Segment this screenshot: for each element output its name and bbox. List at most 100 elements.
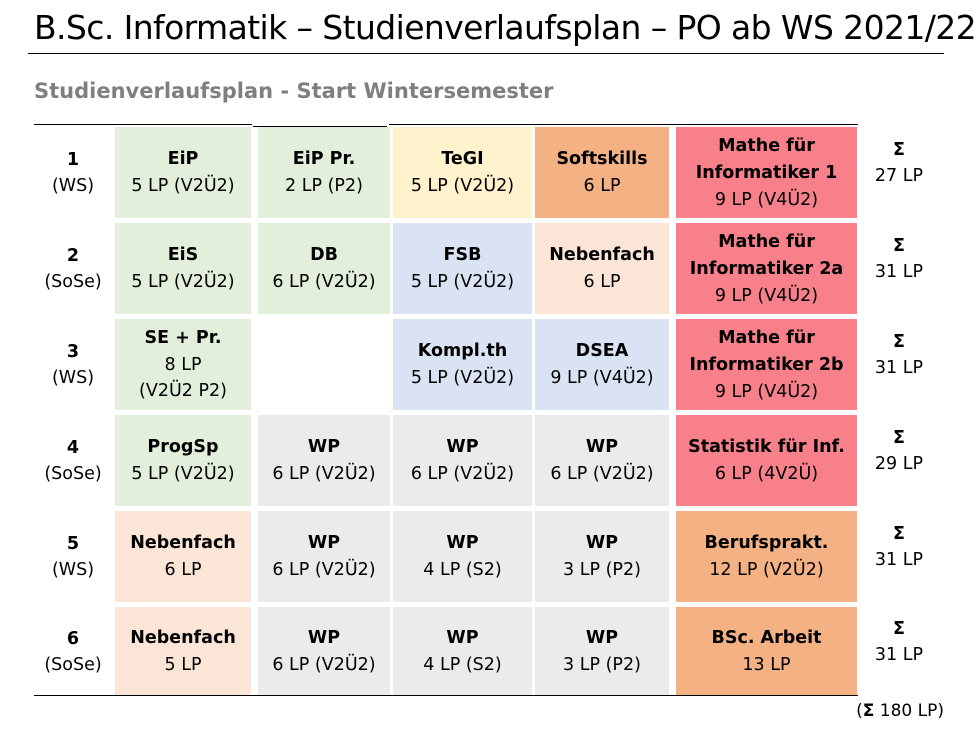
semester-label: 6 (SoSe) [34, 607, 112, 696]
course-credits: 9 LP (V4Ü2) [714, 381, 819, 402]
sigma-symbol: Σ [893, 331, 905, 352]
course-name: TeGI [441, 149, 484, 169]
course-cell: Mathe für Informatiker 2b 9 LP (V4Ü2) [676, 319, 857, 410]
course-credits: 6 LP (V2Ü2) [272, 560, 376, 580]
course-cell: WP 4 LP (S2) [393, 511, 532, 602]
semester-credits: 31 LP [874, 549, 924, 570]
course-name: EiS [167, 245, 199, 265]
course-credits: 6 LP (V2Ü2) [272, 272, 376, 292]
course-credits: 9 LP (V4Ü2) [714, 285, 819, 306]
course-cell: DB 6 LP (V2Ü2) [258, 223, 390, 314]
course-cell: WP 6 LP (V2Ü2) [258, 415, 390, 506]
course-name: WP [585, 437, 619, 457]
semester-credits: 29 LP [874, 453, 924, 474]
course-cell: Kompl.th 5 LP (V2Ü2) [393, 319, 532, 410]
semester-sum: Σ 31 LP [868, 213, 930, 304]
course-name: EiP [167, 149, 199, 169]
semester-sum: Σ 31 LP [868, 309, 930, 400]
course-cell: Mathe für Informatiker 2a 9 LP (V4Ü2) [676, 223, 857, 314]
total-credits-value: 180 LP) [874, 701, 944, 721]
course-name: Statistik für Inf. [688, 437, 845, 457]
course-credits: 6 LP (V2Ü2) [410, 464, 515, 484]
course-name: BSc. Arbeit [711, 628, 822, 648]
course-name: Softskills [556, 149, 648, 169]
course-cell: WP 3 LP (P2) [535, 607, 669, 696]
semester-term: (WS) [51, 175, 95, 196]
semester-number: 1 [66, 149, 80, 170]
course-credits: 5 LP (V2Ü2) [410, 176, 515, 196]
course-credits: 6 LP (4V2Ü) [714, 464, 819, 484]
course-credits: 2 LP (P2) [285, 176, 363, 196]
course-cell: WP 3 LP (P2) [535, 511, 669, 602]
sigma-symbol: Σ [893, 427, 905, 448]
course-credits: 5 LP (V2Ü2) [410, 368, 515, 388]
course-cell: TeGI 5 LP (V2Ü2) [393, 127, 532, 218]
table-bottom-rule [34, 695, 858, 696]
course-name: Mathe für Informatiker 2a [689, 231, 844, 279]
course-name: WP [446, 628, 479, 648]
table-top-rule [34, 124, 252, 125]
course-cell: Mathe für Informatiker 1 9 LP (V4Ü2) [676, 127, 857, 218]
sigma-symbol: Σ [893, 618, 905, 639]
total-open-paren: ( [856, 701, 863, 721]
course-name: DSEA [575, 341, 629, 361]
course-name: Mathe für Informatiker 1 [695, 135, 838, 183]
course-cell: WP 6 LP (V2Ü2) [258, 607, 390, 696]
course-name: WP [446, 437, 479, 457]
course-name: WP [585, 533, 619, 553]
course-cell: Nebenfach 5 LP [115, 607, 251, 696]
course-credits: 4 LP (S2) [423, 560, 502, 580]
semester-credits: 31 LP [874, 357, 924, 378]
total-sigma: Σ [862, 701, 875, 721]
semester-term: (SoSe) [44, 654, 102, 675]
semester-number: 6 [66, 628, 80, 649]
course-credits: 5 LP (V2Ü2) [410, 272, 515, 292]
semester-credits: 31 LP [874, 644, 924, 665]
course-credits: 5 LP [164, 655, 202, 675]
course-cell: BSc. Arbeit 13 LP [676, 607, 857, 696]
course-credits: 12 LP (V2Ü2) [709, 560, 824, 580]
title-divider [28, 53, 944, 54]
total-credits: (Σ 180 LP) [852, 701, 944, 721]
course-cell: EiP 5 LP (V2Ü2) [115, 127, 251, 218]
semester-number: 2 [66, 245, 80, 266]
course-name: FSB [443, 245, 482, 265]
course-cell: WP 6 LP (V2Ü2) [258, 511, 390, 602]
course-credits: 5 LP (V2Ü2) [131, 176, 235, 196]
course-name: DB [310, 245, 338, 265]
semester-sum: Σ 31 LP [868, 501, 930, 592]
course-credits: 6 LP [583, 272, 621, 292]
course-cell: Berufsprakt. 12 LP (V2Ü2) [676, 511, 857, 602]
course-credits: 3 LP (P2) [563, 560, 641, 580]
page-title: B.Sc. Informatik – Studienverlaufsplan –… [34, 8, 976, 47]
semester-credits: 31 LP [874, 261, 924, 282]
plan-subtitle: Studienverlaufsplan - Start Wintersemest… [34, 79, 554, 103]
course-cell: WP 4 LP (S2) [393, 607, 532, 696]
semester-term: (SoSe) [44, 271, 102, 292]
course-credits: 6 LP (V2Ü2) [272, 464, 376, 484]
sigma-symbol: Σ [893, 523, 905, 544]
course-name: EiP Pr. [292, 149, 356, 169]
empty-cell [258, 319, 390, 410]
sigma-symbol: Σ [893, 235, 905, 256]
course-cell: EiP Pr. 2 LP (P2) [258, 127, 390, 218]
semester-number: 5 [66, 533, 80, 554]
course-credits: 6 LP (V2Ü2) [272, 655, 376, 675]
semester-number: 4 [66, 437, 80, 458]
course-cell: Softskills 6 LP [535, 127, 669, 218]
course-credits: 13 LP [742, 655, 791, 675]
course-cell: Statistik für Inf. 6 LP (4V2Ü) [676, 415, 857, 506]
course-cell: SE + Pr. 8 LP (V2Ü2 P2) [115, 319, 251, 410]
course-credits: 9 LP (V4Ü2) [550, 368, 654, 388]
semester-credits: 27 LP [874, 165, 924, 186]
course-credits: 3 LP (P2) [563, 655, 641, 675]
semester-sum: Σ 29 LP [868, 405, 930, 496]
course-credits: 6 LP [164, 560, 202, 580]
course-cell: Nebenfach 6 LP [115, 511, 251, 602]
semester-label: 1 (WS) [34, 127, 112, 218]
course-name: Nebenfach [130, 533, 236, 553]
course-cell: WP 6 LP (V2Ü2) [535, 415, 669, 506]
course-credits: 5 LP (V2Ü2) [131, 464, 235, 484]
course-cell: Nebenfach 6 LP [535, 223, 669, 314]
semester-term: (WS) [51, 367, 95, 388]
